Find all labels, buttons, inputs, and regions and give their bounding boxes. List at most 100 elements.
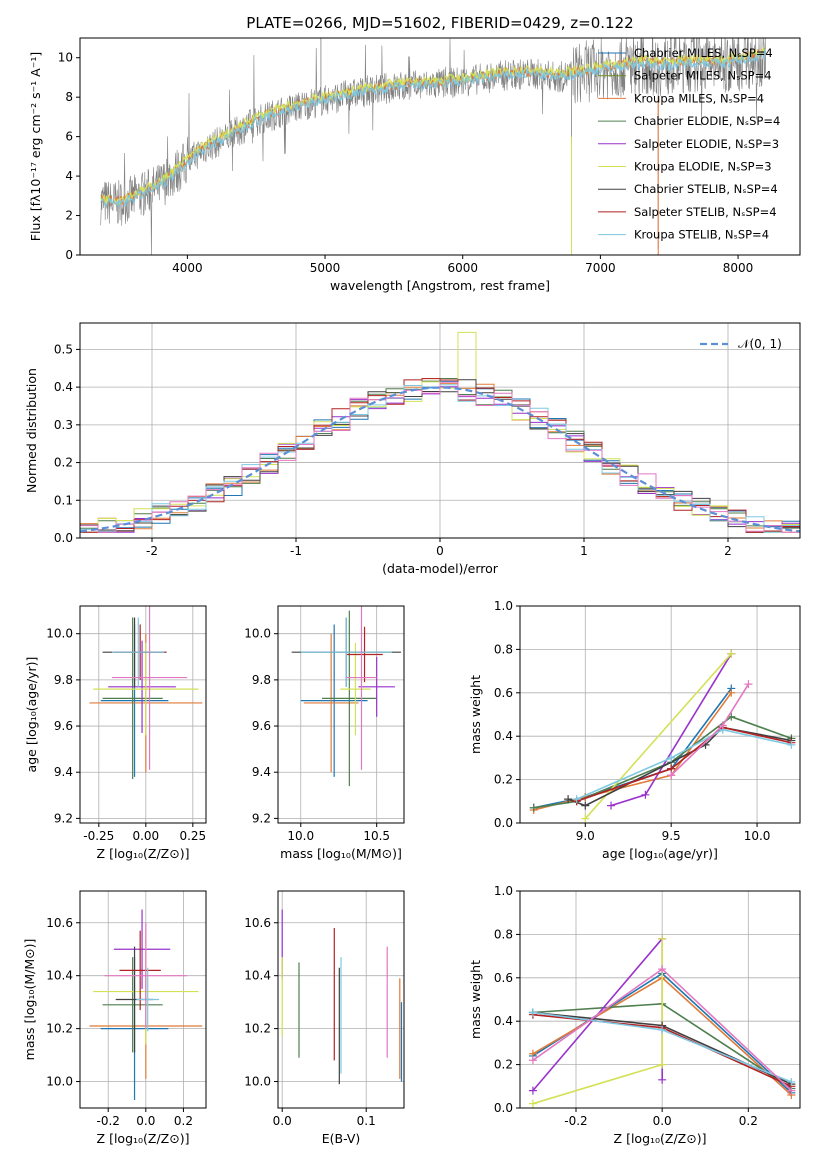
data-point	[787, 1086, 796, 1095]
y-tick-label: 0.6	[494, 686, 513, 700]
data-point	[529, 803, 538, 812]
axes-frame	[79, 890, 207, 1109]
plot-area	[528, 934, 796, 1108]
data-point	[658, 965, 667, 974]
legend-label: 𝒩(0, 1)	[738, 337, 782, 351]
x-tick-label: 0.2	[739, 1114, 758, 1128]
y-tick-label: 9.4	[54, 765, 73, 779]
y-tick-label: 10.0	[244, 1075, 271, 1089]
normal-curve	[80, 386, 800, 533]
legend-label: Salpeter STELIB, NₛSP=4	[634, 205, 777, 219]
data-point	[581, 814, 590, 823]
y-axis-label: Flux [fλ10⁻¹⁷ erg cm⁻² s⁻¹ A⁻¹]	[28, 52, 43, 241]
data-point	[564, 795, 573, 804]
plot-area	[281, 909, 403, 1085]
panel-age_vs_Z: -0.25 0.00 0.25 9.2 9.4 9.6 9.8 10.0 Z [log₁₀(Z/…	[24, 605, 207, 861]
x-tick-label: 0	[436, 544, 444, 558]
data-point	[658, 1025, 667, 1034]
x-tick-label: 0.25	[179, 829, 206, 843]
data-point	[572, 795, 581, 804]
legend-label: Salpeter MILES, NₛSP=4	[634, 69, 772, 83]
data-point	[641, 790, 650, 799]
panel-mass_vs_Z: -0.2 0.0 0.2 10.0 10.2 10.4 10.6 Z [log₁₀(Z/Z⊙)…	[22, 890, 207, 1146]
legend-label: Salpeter ELODIE, NₛSP=3	[634, 137, 779, 151]
x-axis-label: (data-model)/error	[382, 561, 499, 576]
y-tick-label: 0.1	[54, 493, 73, 507]
data-point	[667, 771, 676, 780]
data-point	[727, 688, 736, 697]
y-tick-label: 0.2	[494, 773, 513, 787]
y-tick-label: 0.8	[494, 927, 513, 941]
x-tick-label: 7000	[585, 261, 616, 275]
series-line	[576, 728, 792, 800]
y-tick-label: 9.4	[252, 765, 271, 779]
x-axis-label: Z [log₁₀(Z/Z⊙)]	[97, 1131, 190, 1146]
y-axis-label: mass weight	[468, 675, 483, 754]
data-point	[528, 1086, 537, 1095]
x-tick-label: -1	[290, 544, 302, 558]
data-point	[727, 649, 736, 658]
axes-frame	[79, 605, 207, 824]
grid	[520, 605, 800, 824]
data-point	[718, 721, 727, 730]
x-tick-label: 1	[580, 544, 588, 558]
legend-label: Kroupa STELIB, NₛSP=4	[634, 228, 769, 242]
x-tick-label: -0.25	[83, 829, 114, 843]
y-tick-label: 10.2	[244, 1022, 271, 1036]
y-tick-label: 1.0	[494, 884, 513, 898]
x-tick-label: -0.2	[564, 1114, 587, 1128]
data-point	[658, 1060, 667, 1069]
x-tick-label: 0.1	[357, 1114, 376, 1128]
grid	[520, 890, 800, 1109]
y-tick-label: 0.0	[494, 1101, 513, 1115]
x-tick-label: 10.0	[287, 829, 314, 843]
y-tick-label: 0.3	[54, 418, 73, 432]
plot-area	[89, 606, 203, 780]
x-tick-label: 10.0	[744, 829, 771, 843]
x-axis-label: wavelength [Angstrom, rest frame]	[330, 278, 550, 293]
y-tick-label: 0.4	[494, 1014, 513, 1028]
y-tick-label: 10.6	[244, 916, 271, 930]
plot-area	[80, 331, 800, 533]
x-axis-label: Z [log₁₀(Z/Z⊙)]	[97, 846, 190, 861]
axes-frame	[519, 605, 801, 824]
x-axis-label: E(B-V)	[322, 1131, 361, 1146]
y-tick-label: 0.2	[54, 456, 73, 470]
y-tick-label: 9.6	[252, 719, 271, 733]
axes-frame	[79, 37, 801, 256]
data-point	[607, 801, 616, 810]
x-tick-label: 9.0	[576, 829, 595, 843]
legend-label: Kroupa MILES, NₛSP=4	[634, 91, 764, 105]
y-tick-label: 0.8	[494, 642, 513, 656]
y-tick-label: 0.4	[54, 380, 73, 394]
x-tick-label: 10.5	[363, 829, 390, 843]
plot-area	[100, 38, 767, 255]
plot-area	[291, 606, 401, 787]
y-tick-label: 0.0	[494, 816, 513, 830]
axes-frame	[519, 890, 801, 1109]
data-point	[787, 740, 796, 749]
data-point	[581, 801, 590, 810]
x-tick-label: 2	[724, 544, 732, 558]
panel-residuals: -2 -1 0 1 2 0.0 0.1 0.2 0.3 0.4 0.5 (data-model)/er…	[24, 322, 801, 576]
panel-mass_vs_EBV: 0.0 0.1 10.0 10.2 10.4 10.6 E(B-V)	[244, 890, 405, 1146]
panel-weight_vs_Z: -0.2 0.0 0.2 0.0 0.2 0.4 0.6 0.8 1.0 Z [log₁₀(Z/Z…	[468, 884, 801, 1146]
y-tick-label: 0.6	[494, 971, 513, 985]
data-point	[744, 680, 753, 689]
y-tick-label: 0.4	[494, 729, 513, 743]
data-point	[528, 1099, 537, 1108]
plot-area	[89, 909, 203, 1101]
y-tick-label: 10.4	[244, 969, 271, 983]
y-tick-label: 10.2	[46, 1022, 73, 1036]
panel-age_vs_mass: 10.0 10.5 9.2 9.4 9.6 9.8 10.0 mass [log₁₀(M/M⊙…	[244, 605, 405, 861]
y-tick-label: 9.2	[54, 811, 73, 825]
y-tick-label: 10.4	[46, 969, 73, 983]
x-tick-label: 8000	[723, 261, 754, 275]
x-axis-label: Z [log₁₀(Z/Z⊙)]	[614, 1131, 707, 1146]
grid	[80, 606, 206, 823]
x-tick-label: 0.0	[653, 1114, 672, 1128]
y-tick-label: 10.0	[46, 627, 73, 641]
y-tick-label: 10.0	[244, 627, 271, 641]
x-tick-label: 9.5	[662, 829, 681, 843]
